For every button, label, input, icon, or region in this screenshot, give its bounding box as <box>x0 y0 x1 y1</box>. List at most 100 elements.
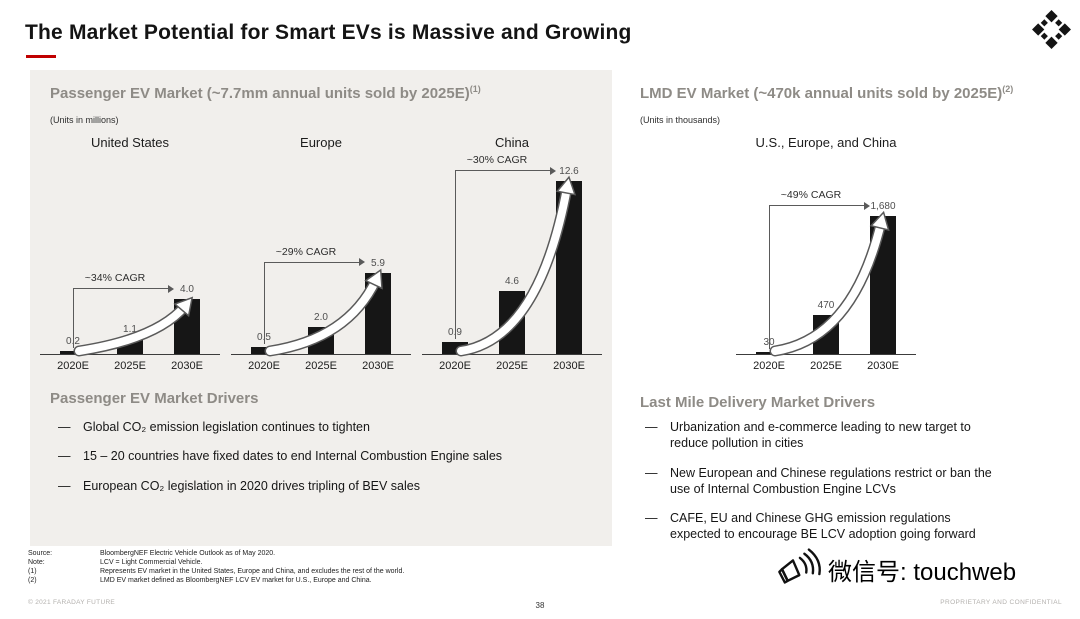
passenger-drivers-list: — Global CO₂ emission legislation continu… <box>58 419 612 494</box>
bar-value-label: 470 <box>817 300 835 312</box>
cagr-line <box>73 288 74 349</box>
cagr-label: ~29% CAGR <box>275 245 337 258</box>
chart-group-label: Europe <box>300 135 342 150</box>
driver-bullet-item: — Urbanization and e-commerce leading to … <box>645 419 1060 452</box>
cagr-line <box>264 261 359 263</box>
cagr-arrowhead <box>550 166 556 175</box>
bar-value-label: 5.9 <box>371 258 385 269</box>
driver-bullet-item: — CAFE, EU and Chinese GHG emission regul… <box>645 510 1060 543</box>
passenger-units-note: (Units in millions) <box>50 115 119 125</box>
driver-bullet-text: European CO₂ legislation in 2020 drives … <box>83 478 420 493</box>
x-tick-2030E: 2030E <box>867 360 899 372</box>
bar-2030E <box>556 181 582 354</box>
footnote-ref-2: (2) <box>1002 84 1014 94</box>
copyright-text: © 2021 FARADAY FUTURE <box>28 599 116 606</box>
passenger-ev-panel: Passenger EV Market (~7.7mm annual units… <box>30 70 612 546</box>
bar-value-label: 2.0 <box>314 311 328 323</box>
chart-group-label: China <box>495 135 529 150</box>
lmd-drivers-list: — Urbanization and e-commerce leading to … <box>645 419 1060 543</box>
page-number: 38 <box>535 601 545 610</box>
x-tick-2025E: 2025E <box>810 360 842 372</box>
megaphone-icon <box>778 548 821 584</box>
footnote-row: Source: BloombergNEF Electric Vehicle Out… <box>28 549 404 558</box>
lmd-panel-title: LMD EV Market (~470k annual units sold b… <box>640 84 1060 102</box>
x-tick-2020E: 2020E <box>248 360 280 372</box>
footnote-text: BloombergNEF Electric Vehicle Outlook as… <box>100 550 276 557</box>
bar-2025E <box>117 338 143 354</box>
footnote-ref-1: (1) <box>469 84 481 94</box>
footnote-text: LCV = Light Commercial Vehicle. <box>100 559 203 566</box>
bar-chart-area: 0.52.05.9~29% CAGR <box>231 155 411 357</box>
bar-value-label: 4.0 <box>180 284 194 296</box>
x-tick-2025E: 2025E <box>305 360 337 372</box>
lmd-panel-title-text: LMD EV Market (~470k annual units sold b… <box>640 85 1003 102</box>
x-tick-2030E: 2030E <box>171 360 203 372</box>
bar-value-label: 1,680 <box>870 201 896 212</box>
driver-bullet-item: — European CO₂ legislation in 2020 drives… <box>58 478 612 494</box>
cagr-arrowhead <box>168 284 174 293</box>
footnote-label: Note: <box>28 559 45 566</box>
bar-2020E <box>442 341 468 354</box>
passenger-drivers-heading: Passenger EV Market Drivers <box>50 390 259 407</box>
x-axis-ticks: 2020E 2025E 2030E <box>741 360 912 372</box>
driver-bullet-item: — New European and Chinese regulations re… <box>645 465 1060 498</box>
bar-chart-area: 0.21.14.0~34% CAGR <box>40 155 220 357</box>
bar-2025E <box>813 315 839 354</box>
bar-2030E <box>365 273 391 354</box>
x-tick-2025E: 2025E <box>496 360 528 372</box>
watermark: 微信号: touchweb <box>775 546 1016 592</box>
driver-bullet-text: Global CO₂ emission legislation continue… <box>83 420 370 434</box>
bullet-dash: — <box>645 511 658 525</box>
cagr-line <box>73 288 168 290</box>
footnote-label: (2) <box>28 577 37 584</box>
bar-2020E <box>251 347 277 354</box>
bar-chart-area: 304701,680~49% CAGR <box>736 155 916 357</box>
footnote-row: Note: LCV = Light Commercial Vehicle. <box>28 558 404 567</box>
title-accent-bar <box>26 55 56 58</box>
chart-group-label: United States <box>90 135 170 150</box>
x-tick-2020E: 2020E <box>753 360 785 372</box>
bar-2025E <box>499 290 525 354</box>
bar-2030E <box>174 299 200 354</box>
driver-bullet-text: New European and Chinese regulations res… <box>670 465 992 496</box>
cagr-line <box>455 170 456 339</box>
bar-2030E <box>870 216 896 354</box>
cagr-label: ~34% CAGR <box>84 272 146 285</box>
chart-group: U.S., Europe, and China304701,680~49% CA… <box>736 135 916 372</box>
footnote-text: LMD EV market defined as BloombergNEF LC… <box>100 577 372 584</box>
x-tick-2020E: 2020E <box>439 360 471 372</box>
driver-bullet-text: 15 – 20 countries have fixed dates to en… <box>83 449 503 464</box>
bar-2025E <box>308 326 334 354</box>
lmd-units-note: (Units in thousands) <box>640 115 721 125</box>
passenger-ev-bar-charts: United States0.21.14.0~34% CAGR2020E2025… <box>30 135 612 372</box>
x-tick-2030E: 2030E <box>362 360 394 372</box>
footnote-text: Represents EV market in the United State… <box>100 568 405 575</box>
lmd-ev-panel: LMD EV Market (~470k annual units sold b… <box>632 70 1060 546</box>
driver-bullet-text: CAFE, EU and Chinese GHG emission regula… <box>670 511 976 542</box>
bullet-dash: — <box>58 478 71 493</box>
cagr-arrowhead <box>864 201 870 210</box>
bullet-dash: — <box>58 420 71 434</box>
cagr-line <box>264 261 265 345</box>
bullet-dash: — <box>645 420 658 434</box>
page-title: The Market Potential for Smart EVs is Ma… <box>25 21 632 44</box>
bar-2020E <box>756 351 782 354</box>
footnotes: Source: BloombergNEF Electric Vehicle Out… <box>28 549 404 585</box>
cagr-arrowhead <box>359 258 365 267</box>
footnote-label: Source: <box>28 550 53 557</box>
x-tick-2030E: 2030E <box>553 360 585 372</box>
x-tick-2025E: 2025E <box>114 360 146 372</box>
cagr-label: ~30% CAGR <box>466 154 528 166</box>
cagr-line <box>769 205 864 206</box>
x-axis-ticks: 2020E 2025E 2030E <box>45 360 216 372</box>
bar-2020E <box>60 351 86 354</box>
cagr-line <box>455 170 550 171</box>
driver-bullet-item: — 15 – 20 countries have fixed dates to e… <box>58 448 612 464</box>
lmd-ev-bar-chart: U.S., Europe, and China304701,680~49% CA… <box>632 135 1060 372</box>
bar-value-label: 4.6 <box>505 275 519 287</box>
faraday-future-logo-icon <box>1032 10 1071 49</box>
footnote-row: (2) LMD EV market defined as BloombergNEF… <box>28 576 404 585</box>
